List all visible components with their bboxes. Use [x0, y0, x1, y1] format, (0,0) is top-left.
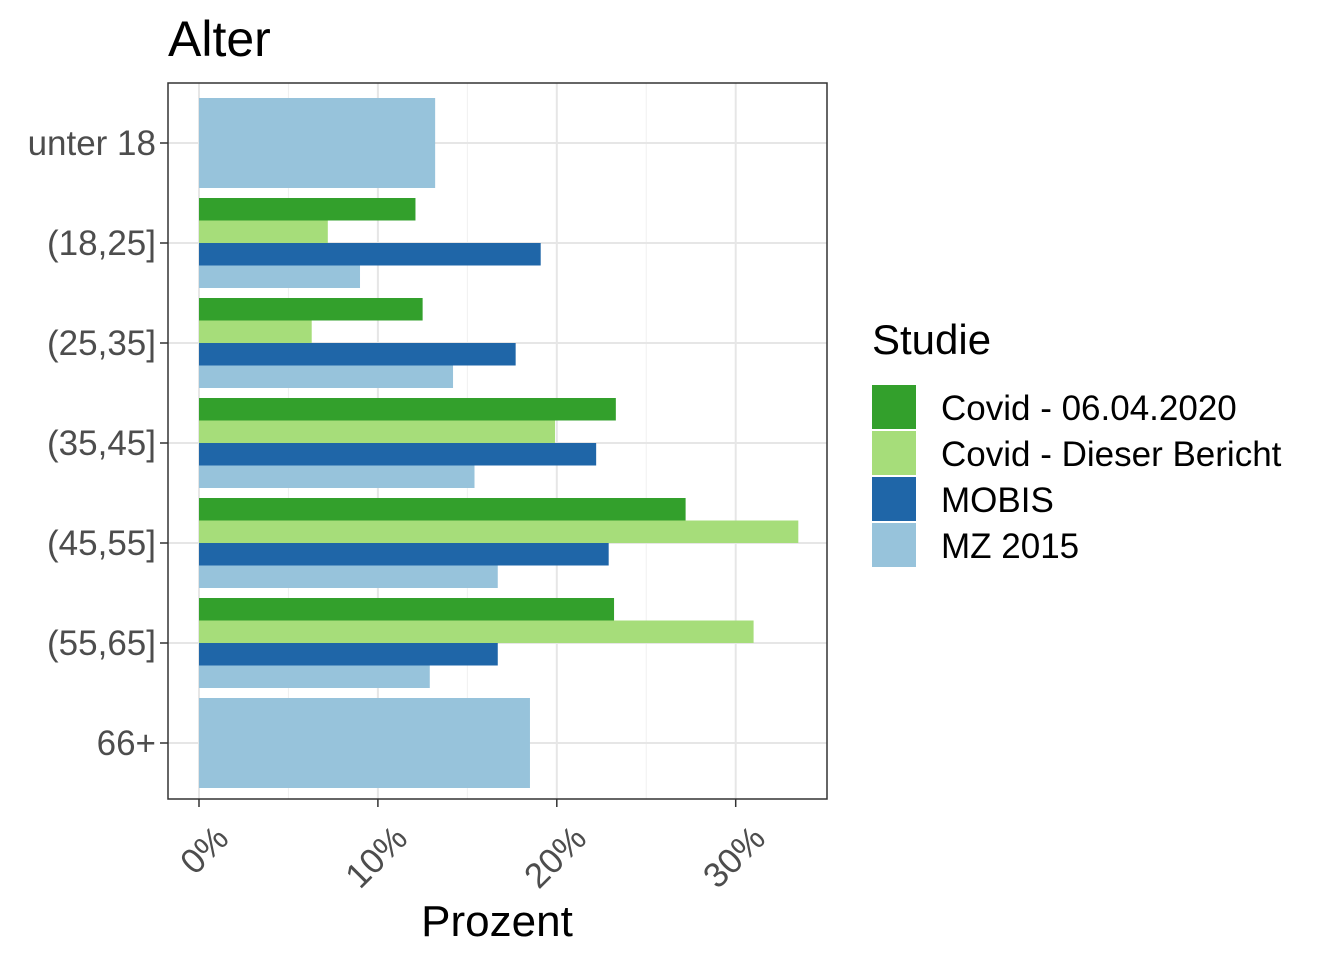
bar [199, 265, 361, 288]
bar [199, 298, 423, 321]
bar [199, 365, 454, 388]
legend-label: Covid - Dieser Bericht [941, 435, 1282, 474]
bar [199, 98, 436, 188]
bar [199, 420, 556, 443]
y-tick-label: (25,35] [47, 324, 156, 363]
bar [199, 398, 616, 421]
legend: Studie Covid - 06.04.2020 Covid - Dieser … [872, 316, 1282, 567]
y-tick-label: (45,55] [47, 524, 156, 563]
bar [199, 198, 416, 221]
bar [199, 598, 615, 621]
bar [199, 620, 754, 643]
legend-label: MOBIS [941, 481, 1054, 520]
x-tick-label: 0% [173, 819, 236, 882]
legend-key [872, 477, 916, 521]
bar [199, 443, 597, 466]
legend-title: Studie [872, 316, 991, 363]
legend-label: Covid - 06.04.2020 [941, 389, 1237, 428]
bar [199, 498, 686, 521]
y-tick-label: unter 18 [28, 124, 156, 163]
bar [199, 343, 516, 366]
plot-panel-border [167, 82, 828, 800]
chart-title: Alter [168, 11, 271, 67]
bar [199, 220, 328, 243]
bar [199, 543, 609, 566]
bar [199, 465, 475, 488]
legend-label: MZ 2015 [941, 527, 1079, 566]
x-tick-label: 20% [517, 819, 594, 896]
x-tick-label: 10% [338, 819, 415, 896]
bar [199, 243, 541, 266]
bar [199, 320, 312, 343]
legend-key [872, 385, 916, 429]
y-tick-label: (55,65] [47, 624, 156, 663]
bars [199, 98, 799, 788]
bar [199, 665, 430, 688]
x-tick-label: 30% [696, 819, 773, 896]
bar [199, 643, 498, 666]
y-tick-label: 66+ [97, 724, 156, 763]
bar [199, 520, 799, 543]
legend-key [872, 431, 916, 475]
x-axis-label: Prozent [421, 897, 573, 946]
y-tick-label: (35,45] [47, 424, 156, 463]
bar [199, 565, 498, 588]
legend-key [872, 523, 916, 567]
y-tick-label: (18,25] [47, 224, 156, 263]
bar [199, 698, 530, 788]
